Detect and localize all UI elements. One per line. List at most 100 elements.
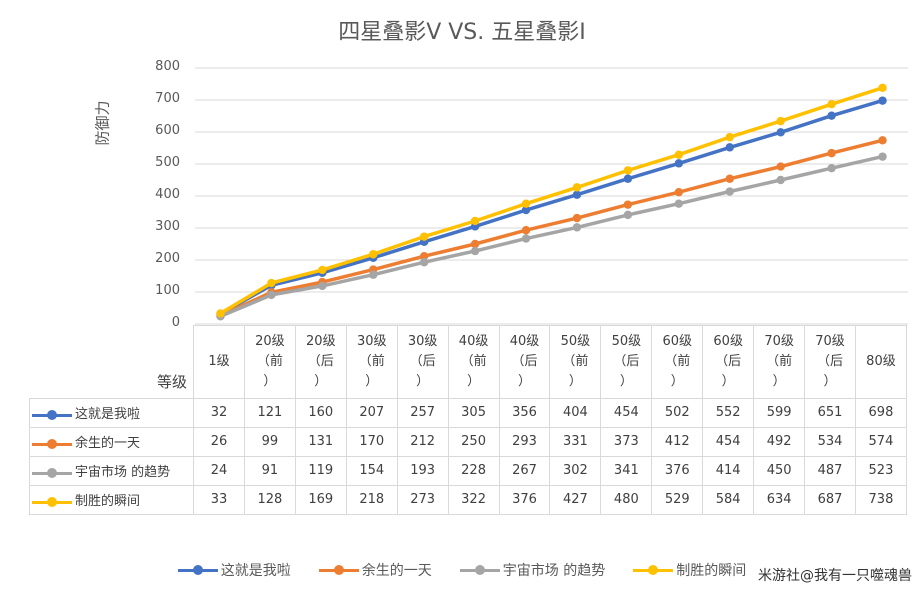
data-label: 480: [600, 484, 653, 515]
data-label: 193: [396, 455, 449, 486]
row-label: 宇宙市场 的趋势: [29, 455, 194, 486]
series-3-point: [623, 210, 633, 220]
series-2-point: [827, 148, 836, 158]
category-label: 20级 （前 ）: [243, 325, 296, 399]
y-tick-label: 600: [155, 123, 180, 138]
series-2-point: [674, 187, 684, 197]
category-label-line: （前: [358, 353, 385, 369]
data-label: 698: [854, 397, 907, 428]
series-3-point: [725, 187, 734, 196]
legend-key-icon: [318, 565, 359, 575]
category-label-line: 20级: [255, 333, 285, 349]
data-label: 376: [651, 455, 704, 486]
category-label: 40级 （后 ）: [498, 325, 551, 399]
data-label: 454: [702, 426, 755, 457]
category-label: 80级: [854, 325, 907, 399]
data-label: 24: [193, 455, 245, 486]
category-label-line: ）: [416, 373, 430, 389]
category-label-line: ）: [568, 373, 582, 389]
data-label: 574: [854, 426, 907, 457]
category-label: 20级 （后 ）: [294, 325, 347, 399]
category-label-line: 30级: [407, 333, 438, 349]
data-label: 687: [804, 484, 856, 515]
data-label: 534: [804, 426, 856, 457]
category-label: 60级 （前 ）: [651, 325, 704, 399]
series-2-point: [572, 213, 582, 223]
category-label-line: ）: [467, 373, 481, 389]
y-tick-label: 0: [171, 315, 180, 330]
data-label: 32: [193, 397, 245, 428]
category-label-line: ）: [314, 373, 328, 389]
category-label: 30级 （后 ）: [396, 325, 449, 399]
category-label-line: ）: [365, 373, 379, 389]
data-label: 450: [753, 455, 806, 486]
category-label-line: 40级: [509, 333, 540, 349]
y-tick-label: 100: [155, 283, 180, 298]
category-label: 40级 （前 ）: [447, 325, 500, 399]
y-tick-label: 400: [155, 187, 180, 202]
category-label-line: 50级: [560, 333, 591, 349]
category-label-line: 20级: [306, 333, 336, 349]
watermark: 米游社@我有一只噬魂兽: [758, 568, 912, 584]
data-label: 131: [294, 426, 347, 457]
series-1-point: [521, 205, 531, 215]
data-label: 250: [447, 426, 500, 457]
series-2-point: [623, 200, 633, 209]
table-row: 这就是我啦 32 121 160 207 257 305 356 404 454 502 552 599…: [29, 397, 907, 428]
legend-item: 制胜的瞬间: [633, 560, 746, 580]
series-line-1: [218, 98, 885, 316]
legend-key-icon: [459, 565, 500, 575]
series-3-point: [674, 199, 684, 208]
data-label: 91: [243, 455, 296, 486]
series-4-point: [267, 278, 276, 288]
category-label-line: ）: [772, 373, 786, 389]
series-name: 这就是我啦: [75, 407, 141, 422]
data-label: 33: [193, 484, 245, 515]
series-1-point: [725, 143, 734, 152]
series-2-point: [878, 136, 887, 145]
category-label: 50级 （前 ）: [549, 325, 602, 399]
legend-label: 余生的一天: [361, 563, 432, 579]
series-3-point: [776, 175, 785, 185]
data-label: 121: [243, 397, 296, 428]
data-label: 305: [447, 397, 500, 428]
category-label: 70级 （前 ）: [753, 325, 806, 399]
series-1-point: [878, 96, 887, 105]
category-label-line: （后: [307, 353, 334, 369]
category-label: 1级: [193, 325, 245, 399]
data-label: 228: [447, 455, 500, 486]
data-label: 634: [753, 484, 806, 515]
data-label: 523: [854, 455, 907, 486]
category-label-line: （前: [256, 353, 283, 369]
data-label: 26: [193, 426, 245, 457]
series-4-point: [623, 166, 633, 175]
chart-title: 四星叠影V VS. 五星叠影I: [338, 20, 586, 45]
data-label: 373: [600, 426, 653, 457]
legend-key-icon: [177, 565, 218, 575]
series-1-point: [827, 111, 836, 120]
legend-item: 余生的一天: [318, 560, 432, 580]
series-2-point: [776, 162, 785, 171]
data-label: 169: [294, 484, 347, 515]
series-line-2: [218, 138, 885, 318]
series-4-point: [318, 265, 327, 275]
data-label: 599: [753, 397, 806, 428]
series-1-point: [674, 159, 684, 168]
legend-item: 这就是我啦: [177, 560, 291, 580]
category-label-line: 50级: [611, 333, 642, 349]
category-label-line: 1级: [208, 353, 230, 369]
category-label-line: （后: [613, 353, 640, 369]
data-label: 257: [396, 397, 449, 428]
data-label: 502: [651, 397, 704, 428]
category-label-line: 30级: [356, 333, 387, 349]
category-label-line: （后: [409, 353, 436, 369]
legend-label: 这就是我啦: [220, 563, 291, 579]
data-label: 293: [498, 426, 551, 457]
data-label: 154: [345, 455, 398, 486]
data-label: 331: [549, 426, 602, 457]
category-label-line: ）: [670, 373, 684, 389]
table-row: 宇宙市场 的趋势 24 91 119 154 193 228 267 302 341 376 414 4…: [29, 455, 907, 486]
y-tick-label: 300: [155, 219, 180, 234]
series-4-point: [216, 309, 225, 318]
series-2-point: [470, 239, 480, 249]
